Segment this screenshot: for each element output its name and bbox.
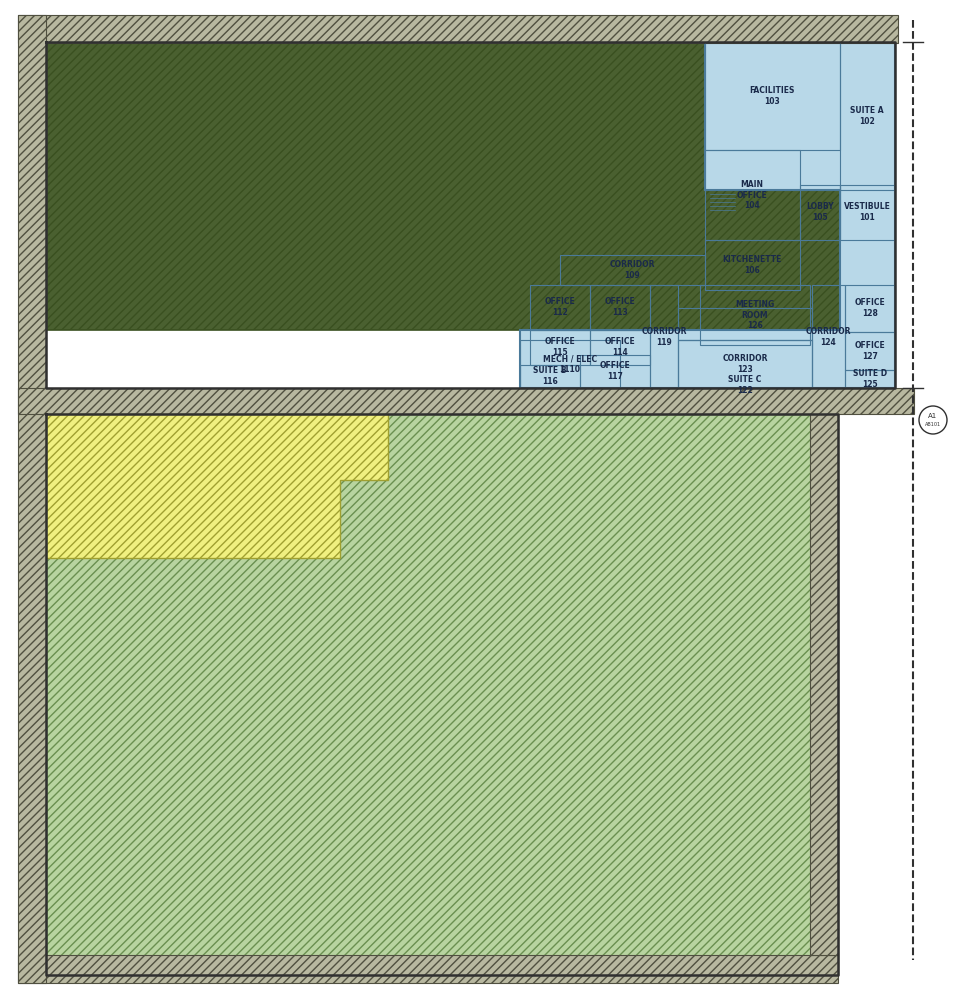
Text: CORRIDOR
124: CORRIDOR 124 bbox=[805, 328, 850, 347]
Text: SUITE D
125: SUITE D 125 bbox=[853, 370, 887, 389]
Polygon shape bbox=[810, 395, 838, 955]
Text: OFFICE
115: OFFICE 115 bbox=[544, 338, 576, 357]
Text: MEETING
ROOM
126: MEETING ROOM 126 bbox=[735, 300, 774, 330]
Polygon shape bbox=[520, 42, 895, 388]
Polygon shape bbox=[46, 42, 840, 388]
Text: OFFICE
128: OFFICE 128 bbox=[854, 299, 885, 318]
Text: SUITE C
122: SUITE C 122 bbox=[729, 376, 762, 395]
Polygon shape bbox=[18, 388, 914, 414]
Text: OFFICE
114: OFFICE 114 bbox=[605, 338, 635, 357]
Text: OFFICE
112: OFFICE 112 bbox=[544, 298, 576, 317]
Text: SUITE A
102: SUITE A 102 bbox=[850, 106, 883, 126]
Text: LOBBY
105: LOBBY 105 bbox=[806, 203, 834, 222]
Polygon shape bbox=[18, 15, 898, 43]
Text: CORRIDOR
119: CORRIDOR 119 bbox=[641, 328, 687, 347]
Text: CORRIDOR
123: CORRIDOR 123 bbox=[723, 355, 768, 374]
Text: KITCHENETTE
106: KITCHENETTE 106 bbox=[723, 256, 782, 275]
Text: VESTIBULE
101: VESTIBULE 101 bbox=[843, 203, 890, 222]
Text: CORRIDOR
109: CORRIDOR 109 bbox=[610, 261, 655, 280]
Polygon shape bbox=[46, 414, 838, 975]
Polygon shape bbox=[18, 15, 46, 983]
Text: OFFICE
113: OFFICE 113 bbox=[605, 298, 635, 317]
Text: OFFICE
117: OFFICE 117 bbox=[600, 362, 630, 381]
Text: FACILITIES
103: FACILITIES 103 bbox=[749, 86, 795, 106]
Text: OFFICE
127: OFFICE 127 bbox=[854, 342, 885, 361]
Polygon shape bbox=[18, 955, 838, 983]
Text: AB101: AB101 bbox=[925, 423, 941, 428]
Text: MECH / ELEC
1110: MECH / ELEC 1110 bbox=[543, 355, 597, 374]
Polygon shape bbox=[46, 414, 388, 558]
Text: SUITE B
116: SUITE B 116 bbox=[533, 367, 567, 386]
Text: A1: A1 bbox=[928, 413, 938, 419]
Text: MAIN
OFFICE
104: MAIN OFFICE 104 bbox=[736, 180, 768, 210]
